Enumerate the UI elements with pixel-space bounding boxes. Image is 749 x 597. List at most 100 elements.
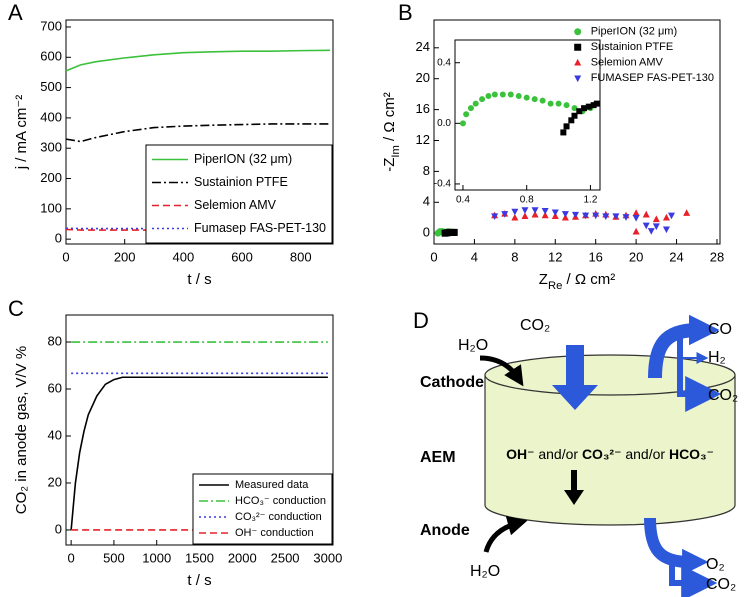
marker xyxy=(531,210,539,218)
marker xyxy=(667,212,675,220)
legend-label: PiperION (32 μm) xyxy=(194,152,292,166)
series-line xyxy=(70,376,328,531)
legend-frame xyxy=(145,144,333,244)
y-tick-label: 300 xyxy=(40,140,62,155)
y-tick-label: 0.0 xyxy=(437,118,451,129)
marker xyxy=(571,112,578,119)
y-tick-label: 12 xyxy=(416,132,430,147)
marker xyxy=(463,111,470,118)
anode-h2o-arrow xyxy=(483,515,528,553)
marker xyxy=(647,228,655,235)
product: CO xyxy=(708,321,732,338)
product: O₂ xyxy=(706,556,725,573)
label-part: -Z xyxy=(381,158,398,172)
legend-label: PiperION (32 μm) xyxy=(591,26,677,38)
y-axis-title: -ZIm / Ω cm² xyxy=(381,92,402,172)
marker xyxy=(491,213,499,221)
marker xyxy=(582,212,590,220)
marker xyxy=(450,228,458,236)
legend-label: FUMASEP FAS-PET-130 xyxy=(591,72,714,84)
marker xyxy=(683,209,691,216)
x-tick-label: 3000 xyxy=(313,550,342,565)
x-tick-label: 2000 xyxy=(228,550,257,565)
product: CO₂ xyxy=(706,576,736,593)
marker xyxy=(459,120,466,127)
anode-product-arrow xyxy=(644,517,709,576)
marker xyxy=(652,215,660,223)
y-tick-label: 0.4 xyxy=(437,57,451,68)
marker xyxy=(568,117,575,124)
x-axis-title: t / s xyxy=(187,572,211,589)
marker xyxy=(531,96,538,103)
y-tick-label: -0.4 xyxy=(434,179,452,190)
x-tick-label: 2500 xyxy=(271,550,300,565)
product-arrow xyxy=(648,314,720,379)
legend-label: Sustainion PTFE xyxy=(591,41,674,53)
legend-swatch xyxy=(574,43,582,51)
y-tick-label: 60 xyxy=(48,380,62,395)
cathode-label: Cathode xyxy=(420,374,484,391)
marker xyxy=(571,211,579,219)
series-line xyxy=(65,123,331,143)
membrane-body xyxy=(484,374,736,526)
marker xyxy=(581,105,588,112)
product: H₂ xyxy=(708,349,726,366)
y-tick-label: 24 xyxy=(416,39,430,54)
plot-frame xyxy=(65,19,334,245)
marker xyxy=(561,211,569,218)
marker xyxy=(541,211,549,219)
marker xyxy=(515,93,522,100)
marker xyxy=(511,213,519,221)
ion: CO₃²⁻ xyxy=(582,446,622,462)
y-tick-label: 100 xyxy=(40,200,62,215)
x-tick-label: 600 xyxy=(231,249,253,264)
marker xyxy=(560,129,567,136)
x-tick-label: 200 xyxy=(114,249,136,264)
label-part: Re xyxy=(548,280,562,292)
x-tick-label: 1500 xyxy=(185,550,214,565)
marker xyxy=(499,91,506,98)
ion: OH⁻ xyxy=(506,446,534,462)
marker xyxy=(511,208,519,216)
marker xyxy=(632,214,640,222)
label-part: Z xyxy=(539,271,548,288)
marker xyxy=(551,209,559,217)
marker xyxy=(642,222,650,230)
x-tick-label: 500 xyxy=(103,550,125,565)
marker xyxy=(622,214,630,221)
marker xyxy=(662,226,670,234)
legend-label: CO₃²⁻ conduction xyxy=(235,511,322,523)
y-tick-label: 0 xyxy=(55,231,62,246)
co2-out-arrow xyxy=(677,333,722,412)
x-tick-label: 24 xyxy=(669,249,683,264)
legend: PiperION (32 μm) Sustainion PTFE Selemion … xyxy=(145,144,333,244)
marker xyxy=(555,100,562,107)
legend-swatch xyxy=(574,28,582,36)
marker xyxy=(563,123,570,130)
panel-label: B xyxy=(398,0,413,25)
marker xyxy=(593,100,600,107)
series-line xyxy=(65,49,331,72)
x-tick-label: 800 xyxy=(290,249,312,264)
product: CO₂ xyxy=(708,387,738,404)
legend-label: HCO₃⁻ conduction xyxy=(235,495,326,507)
x-tick-label: 0 xyxy=(430,249,437,264)
x-tick-label: 20 xyxy=(629,249,643,264)
marker xyxy=(585,103,592,110)
x-tick-label: 0 xyxy=(68,550,75,565)
cathode-co2: CO₂ xyxy=(520,317,550,334)
marker xyxy=(472,100,479,107)
x-tick-label: 12 xyxy=(548,249,562,264)
legend-swatch xyxy=(574,75,582,83)
anode-label: Anode xyxy=(420,522,470,539)
legend-label: Measured data xyxy=(235,479,309,491)
marker xyxy=(652,223,660,231)
label-part: / Ω cm² xyxy=(381,92,398,145)
x-tick-label: 0.8 xyxy=(520,195,534,206)
panel-label: A xyxy=(8,0,23,25)
marker xyxy=(521,212,529,219)
marker xyxy=(531,207,539,214)
ion: HCO₃⁻ xyxy=(669,446,714,462)
marker xyxy=(547,100,554,107)
